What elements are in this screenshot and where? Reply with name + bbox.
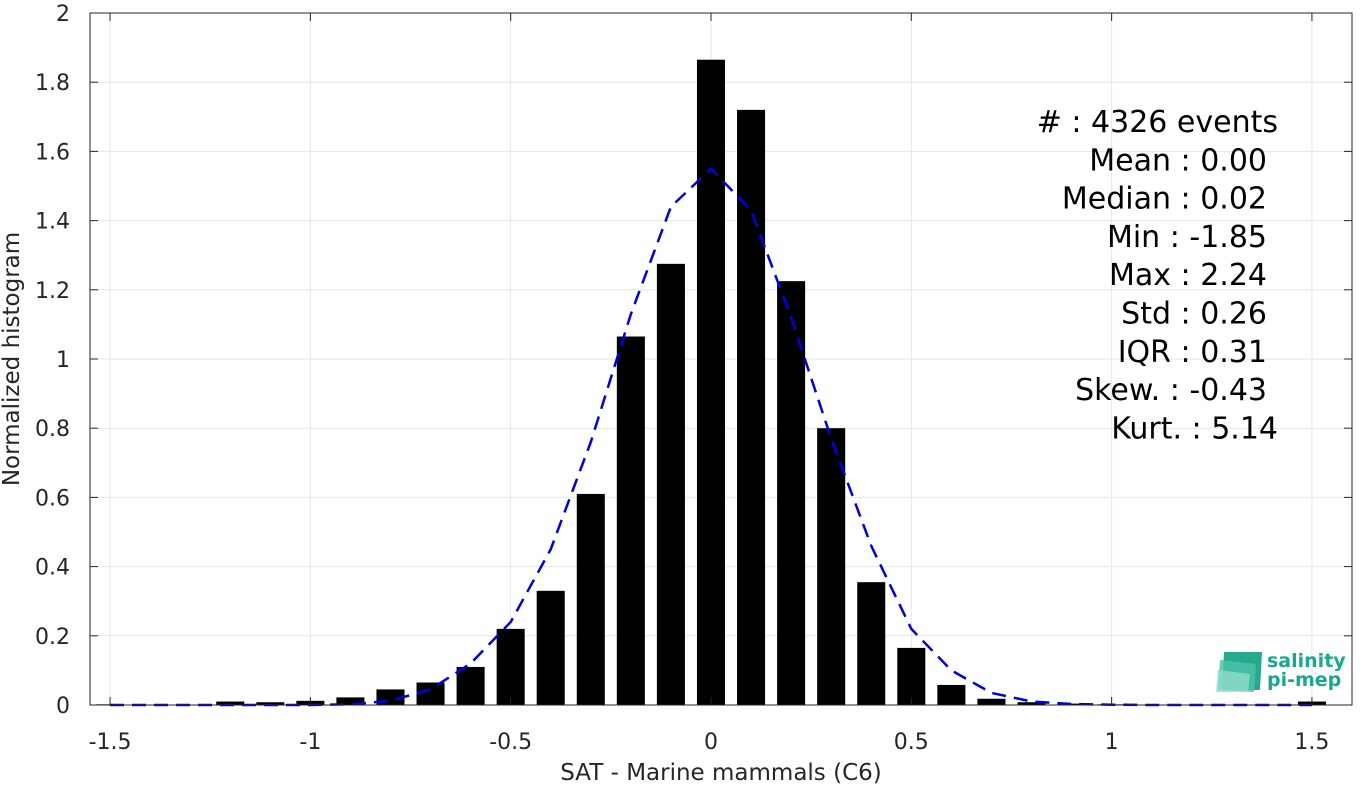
- stat-line: Std : 0.26: [1121, 297, 1267, 332]
- histogram-bar: [1017, 702, 1046, 705]
- y-tick-label: 0: [56, 694, 70, 719]
- stat-line: Median : 0.02: [1062, 182, 1267, 217]
- histogram-bar: [616, 336, 645, 705]
- histogram-bar: [496, 628, 525, 705]
- histogram-bar: [857, 582, 886, 705]
- histogram-bar: [737, 109, 766, 705]
- x-tick-label: 1: [1105, 730, 1119, 755]
- stat-line: Min : -1.85: [1107, 220, 1267, 255]
- histogram-bar: [336, 697, 365, 705]
- stat-line: # : 4326 events: [1037, 105, 1278, 140]
- y-tick-label: 1.2: [35, 279, 70, 304]
- histogram-bar: [256, 702, 285, 705]
- histogram-bar: [576, 493, 605, 705]
- bars: [96, 59, 1326, 705]
- histogram-bar: [1057, 703, 1086, 705]
- y-tick-label: 1: [56, 348, 70, 373]
- x-tick-label: -0.5: [489, 730, 532, 755]
- logo-line2: pi-mep: [1267, 669, 1341, 691]
- histogram-bar: [656, 263, 685, 705]
- stat-line: IQR : 0.31: [1118, 335, 1267, 370]
- x-tick-label: 0.5: [894, 730, 929, 755]
- y-axis-label: Normalized histogram: [0, 232, 25, 486]
- x-tick-label: 0: [704, 730, 718, 755]
- logo-line1: salinity: [1267, 650, 1346, 672]
- histogram-bar: [456, 666, 485, 705]
- y-tick-label: 1.8: [35, 71, 70, 96]
- x-axis-ticks: -1.5 -1 -0.5 0 0.5 1 1.5: [89, 13, 1329, 755]
- histogram-bar: [216, 701, 245, 705]
- stat-line: Mean : 0.00: [1089, 143, 1267, 178]
- stat-line: Skew. : -0.43: [1075, 373, 1267, 408]
- y-tick-label: 0.6: [35, 486, 70, 511]
- y-tick-label: 0.4: [35, 556, 70, 581]
- y-axis-ticks: 0 0.2 0.4 0.6 0.8 1 1.2 1.4 1.6 1.8 2: [35, 2, 1352, 719]
- logo-waves-icon: [1216, 652, 1262, 692]
- histogram-bar: [696, 59, 726, 705]
- histogram-bar: [897, 647, 926, 705]
- histogram-bar: [937, 684, 966, 705]
- stat-line: Max : 2.24: [1109, 258, 1267, 293]
- y-tick-label: 1.4: [35, 210, 70, 235]
- stat-line: Kurt. : 5.14: [1111, 411, 1278, 446]
- y-tick-label: 0.8: [35, 417, 70, 442]
- histogram-bar: [777, 281, 806, 705]
- x-tick-label: -1: [299, 730, 321, 755]
- x-tick-label: 1.5: [1294, 730, 1329, 755]
- y-tick-label: 2: [56, 2, 70, 27]
- histogram-bar: [977, 698, 1006, 705]
- histogram-bar: [536, 590, 565, 705]
- histogram-bar: [416, 682, 445, 705]
- salinity-pi-mep-logo: salinity pi-mep: [1216, 650, 1346, 692]
- y-tick-label: 0.2: [35, 625, 70, 650]
- y-tick-label: 1.6: [35, 140, 70, 165]
- histogram-bar: [817, 428, 846, 705]
- x-tick-label: -1.5: [89, 730, 132, 755]
- x-axis-label: SAT - Marine mammals (C6): [560, 760, 882, 785]
